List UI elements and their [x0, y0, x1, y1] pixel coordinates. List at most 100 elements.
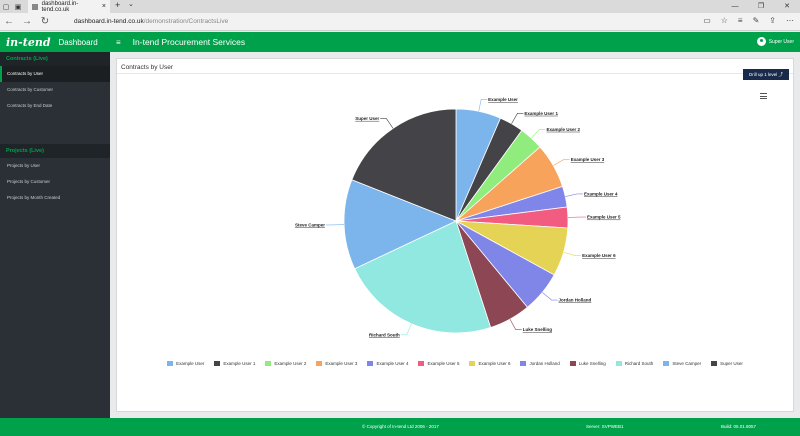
pie-connector-richard-south [400, 323, 412, 336]
pie-label-luke-snelling[interactable]: Luke Snelling [523, 327, 553, 332]
forward-icon[interactable]: → [22, 16, 32, 27]
legend-item-example-user-4[interactable]: Example User 4 [367, 361, 408, 366]
pie-chart: Example User Example User 1 Example User 2… [295, 97, 621, 337]
chart-panel: Contracts by User Drill up 1 level ⤴ Exa… [116, 58, 794, 412]
legend-item-luke-snelling[interactable]: Luke Snelling [569, 361, 606, 366]
pie-label-super-user[interactable]: Super User [355, 116, 379, 121]
legend-item-steve-camper[interactable]: Steve Camper [663, 361, 701, 366]
back-icon[interactable]: ← [4, 16, 14, 27]
logo: in-tend [6, 35, 51, 49]
pie-connector-super-user [380, 118, 394, 129]
legend-label: Example User [176, 361, 205, 366]
pie-connector-example-user-2 [531, 128, 546, 139]
browser-tab[interactable]: dashboard.in-tend.co.uk × [28, 0, 110, 13]
legend-label: Steve Camper [672, 361, 702, 366]
reading-view-icon[interactable]: ▭ [703, 16, 711, 25]
new-tab-icon[interactable]: + [115, 0, 121, 10]
sidebar-item-contracts-by-customer[interactable]: Contracts by Customer [7, 87, 54, 92]
tab-aside-icon[interactable]: ▣ [14, 3, 22, 11]
legend-swatch [520, 361, 527, 366]
legend-swatch [418, 361, 425, 366]
legend-item-example-user-1[interactable]: Example User 1 [214, 361, 255, 366]
browser-tabbar: ▢ ▣ dashboard.in-tend.co.uk × + ⌄ — ❐ ✕ [0, 0, 800, 13]
pie-label-example-user-2[interactable]: Example User 2 [546, 127, 580, 132]
server-info: Server: SVPWEB1 [586, 424, 624, 429]
page-icon [32, 3, 38, 10]
sidebar-section-projects: Projects (Live) [0, 144, 110, 158]
main-content: Contracts by User Drill up 1 level ⤴ Exa… [110, 52, 800, 418]
url-field[interactable]: dashboard.in-tend.co.uk/demonstration/Co… [74, 18, 228, 25]
pie-label-jordan-holland[interactable]: Jordan Holland [559, 298, 592, 303]
minimize-icon[interactable]: — [731, 3, 739, 10]
pie-label-example-user-1[interactable]: Example User 1 [524, 111, 558, 116]
legend-item-richard-south[interactable]: Richard South [615, 361, 654, 366]
build-info: Build: 05.01.8057 [721, 424, 757, 429]
drill-up-button[interactable]: Drill up 1 level ⤴ [743, 69, 789, 80]
refresh-icon[interactable]: ↻ [40, 16, 50, 27]
pie-connector-luke-snelling [509, 319, 522, 330]
pie-slice-steve-camper[interactable] [343, 179, 458, 270]
sidebar-section-contracts: Contracts (Live) [0, 52, 110, 66]
close-icon[interactable]: × [101, 3, 106, 10]
window-close-icon[interactable]: ✕ [784, 3, 790, 10]
favorite-star-icon[interactable]: ☆ [720, 16, 728, 25]
legend-label: Jordan Holland [529, 361, 560, 366]
legend-label: Example User 4 [376, 361, 409, 366]
legend-item-super-user[interactable]: Super User [711, 361, 743, 366]
tab-title: dashboard.in-tend.co.uk [41, 0, 79, 13]
pie-label-example-user-4[interactable]: Example User 4 [584, 191, 618, 196]
legend-label: Example User 3 [325, 361, 358, 366]
pie-label-richard-south[interactable]: Richard South [369, 332, 400, 337]
pie-label-example-user-5[interactable]: Example User 5 [587, 215, 621, 220]
restore-icon[interactable]: ❐ [757, 3, 765, 10]
sidebar-item-contracts-by-user[interactable]: Contracts by User [0, 66, 110, 82]
user-name: Super User [768, 38, 794, 45]
share-icon[interactable]: ⇪ [769, 16, 776, 25]
legend-item-example-user-3[interactable]: Example User 3 [316, 361, 357, 366]
legend-swatch [663, 361, 670, 366]
tab-back-icon[interactable]: ▢ [2, 3, 10, 11]
divider [117, 73, 793, 74]
legend-item-example-user-2[interactable]: Example User 2 [265, 361, 306, 366]
pie-label-example-user-3[interactable]: Example User 3 [571, 157, 605, 162]
copyright: © Copyright of In-tend Ltd 2006 - 2017 [362, 424, 439, 429]
sidebar-item-projects-by-user[interactable]: Projects by User [7, 163, 41, 168]
pie-label-example-user[interactable]: Example User [488, 97, 518, 102]
app-title: In-tend Procurement Services [132, 37, 246, 47]
legend-label: Super User [720, 361, 743, 366]
footer: © Copyright of In-tend Ltd 2006 - 2017 S… [0, 418, 800, 436]
url-host: dashboard.in-tend.co.uk [74, 18, 144, 25]
pie-connector-example-user-1 [511, 112, 524, 124]
chart-legend: Example User Example User 1 Example User 2… [117, 361, 793, 366]
menu-toggle-icon[interactable]: ≡ [116, 37, 121, 47]
chart-menu-icon[interactable] [760, 93, 767, 99]
legend-swatch [214, 361, 221, 366]
pie-label-steve-camper[interactable]: Steve Camper [295, 222, 325, 227]
sidebar-item-contracts-by-end-date[interactable]: Contracts by End Date [7, 103, 53, 108]
legend-swatch [316, 361, 323, 366]
pie-label-example-user-6[interactable]: Example User 6 [582, 253, 616, 258]
legend-item-jordan-holland[interactable]: Jordan Holland [520, 361, 560, 366]
legend-label: Richard South [624, 361, 654, 366]
legend-label: Example User 1 [223, 361, 256, 366]
legend-item-example-user[interactable]: Example User [167, 361, 204, 366]
avatar [756, 37, 766, 46]
legend-label: Example User 6 [478, 361, 511, 366]
more-icon[interactable]: ⋯ [786, 16, 794, 25]
chevron-down-icon[interactable]: ⌄ [128, 1, 134, 8]
dashboard-label: Dashboard [58, 37, 98, 47]
sidebar-item-projects-by-month[interactable]: Projects by Month Created [7, 195, 61, 200]
hub-icon[interactable]: ≡ [737, 16, 743, 25]
notes-icon[interactable]: ✎ [752, 16, 760, 25]
legend-swatch [469, 361, 476, 366]
sidebar-item-projects-by-customer[interactable]: Projects by Customer [7, 179, 51, 184]
brand[interactable]: in-tend Dashboard [0, 32, 110, 52]
legend-label: Example User 2 [274, 361, 307, 366]
user-menu[interactable]: Super User [756, 37, 794, 46]
url-path: /demonstration/ContractsLive [143, 18, 229, 25]
legend-swatch [615, 361, 622, 366]
legend-item-example-user-6[interactable]: Example User 6 [469, 361, 510, 366]
sidebar: Contracts (Live) Contracts by User Contr… [0, 52, 110, 418]
legend-item-example-user-5[interactable]: Example User 5 [418, 361, 459, 366]
pie-slice-richard-south[interactable] [354, 220, 492, 334]
